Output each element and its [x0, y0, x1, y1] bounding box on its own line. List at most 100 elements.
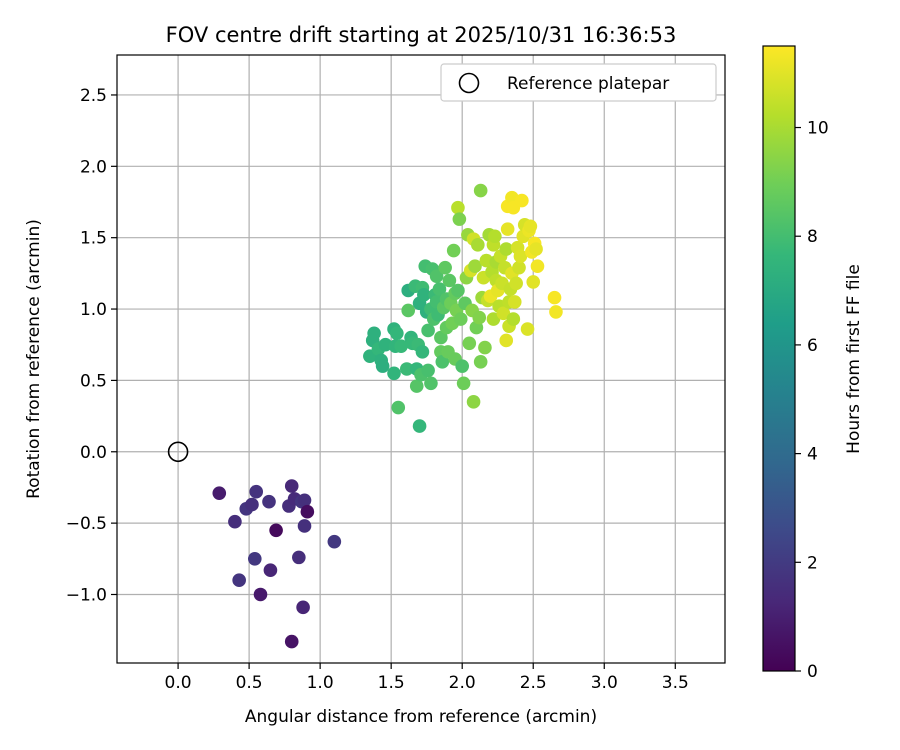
chart-title: FOV centre drift starting at 2025/10/31 …: [166, 23, 677, 47]
data-point: [417, 287, 431, 302]
data-point: [453, 312, 468, 326]
x-tick-label: 0.0: [165, 673, 192, 693]
y-tick-label: 0.5: [80, 371, 107, 391]
data-point: [473, 355, 488, 369]
x-tick-label: 3.5: [662, 673, 689, 693]
data-point: [292, 550, 306, 565]
data-point: [499, 333, 514, 348]
legend-reference-marker: [458, 72, 480, 94]
data-point: [473, 183, 488, 198]
plot-frame: [116, 54, 726, 664]
data-point: [486, 312, 501, 326]
data-point: [245, 497, 259, 512]
data-point: [530, 259, 545, 274]
data-point: [297, 519, 312, 533]
x-tick-label: 1.0: [307, 673, 334, 693]
y-tick-label: 1.0: [80, 300, 107, 320]
data-point: [263, 563, 278, 578]
data-point: [228, 514, 242, 529]
data-point: [296, 600, 310, 615]
data-point: [500, 222, 515, 236]
x-axis-label: Angular distance from reference (arcmin): [245, 707, 597, 727]
data-point: [442, 273, 457, 288]
data-point: [421, 363, 435, 378]
data-point: [499, 242, 514, 256]
colorbar-tick-label: 0: [807, 662, 818, 682]
data-point: [415, 345, 430, 359]
data-point: [549, 305, 563, 319]
colorbar-tick-label: 4: [807, 445, 818, 465]
y-axis-label: Rotation from reference (arcmin): [24, 219, 44, 499]
data-point: [212, 486, 227, 500]
legend-box: [440, 63, 717, 102]
legend: Reference platepar: [440, 63, 717, 102]
colorbar-label: Hours from first FF file: [844, 264, 864, 454]
x-tick-label: 2.0: [449, 673, 476, 693]
data-point: [471, 238, 485, 252]
data-point: [412, 419, 427, 433]
data-point: [468, 259, 482, 274]
data-point: [269, 523, 283, 538]
colorbar-gradient: [762, 45, 796, 672]
data-point: [253, 587, 268, 602]
data-point: [512, 260, 526, 275]
data-point: [232, 573, 246, 588]
data-point: [509, 276, 523, 291]
data-point: [409, 379, 424, 393]
y-tick-label: 1.5: [80, 229, 107, 249]
colorbar: 0 2 4 6 8 10 Hours from first FF file: [762, 45, 864, 682]
y-axis-ticks: −1.0 −0.5 0.0 0.5 1.0 1.5 2.0 2.5: [66, 86, 117, 605]
data-point: [297, 493, 312, 508]
data-point: [526, 275, 541, 289]
data-point: [446, 243, 461, 258]
data-point: [455, 359, 469, 373]
colorbar-tick-label: 10: [807, 119, 829, 139]
data-point: [391, 400, 406, 415]
data-point: [438, 260, 452, 275]
data-point: [284, 479, 299, 493]
x-tick-label: 1.5: [378, 673, 405, 693]
data-point: [375, 359, 390, 373]
data-point: [466, 395, 481, 409]
data-point: [367, 326, 381, 341]
y-tick-label: 2.0: [80, 157, 107, 177]
data-point: [429, 269, 444, 284]
data-point: [451, 283, 465, 298]
data-point: [462, 336, 477, 351]
reference-platepar-marker: [167, 441, 189, 463]
data-point: [390, 326, 404, 341]
data-point: [378, 337, 393, 352]
colorbar-ticks: 0 2 4 6 8 10: [795, 119, 829, 682]
colorbar-tick-label: 6: [807, 336, 818, 356]
scatter-points: [212, 183, 563, 649]
data-point: [262, 494, 276, 509]
plot-area: 0.0 0.5 1.0 1.5 2.0 2.5 3.0 3.5 −1.0 −0.5 0.0 0.5 1…: [66, 54, 726, 693]
plot-background: [117, 55, 725, 663]
data-point: [452, 212, 467, 226]
data-point: [401, 303, 416, 318]
data-point: [435, 355, 450, 369]
data-point: [424, 376, 438, 391]
data-point: [451, 200, 465, 215]
y-tick-label: 2.5: [80, 86, 107, 106]
data-point: [300, 504, 315, 519]
data-point: [394, 339, 408, 353]
data-point: [284, 634, 299, 649]
data-point: [488, 229, 502, 244]
data-point: [421, 323, 435, 338]
data-point: [399, 362, 414, 376]
data-point: [496, 306, 511, 321]
data-point: [249, 484, 264, 499]
colorbar-tick-label: 2: [807, 553, 818, 573]
colorbar-tick-label: 8: [807, 227, 818, 247]
y-tick-label: −0.5: [66, 514, 107, 534]
data-point: [506, 312, 521, 326]
data-point: [513, 249, 528, 264]
x-tick-label: 3.0: [591, 673, 618, 693]
data-point: [247, 552, 262, 566]
data-point: [327, 534, 342, 549]
y-tick-label: −1.0: [66, 585, 107, 605]
data-point: [456, 376, 471, 391]
data-point: [387, 366, 401, 381]
